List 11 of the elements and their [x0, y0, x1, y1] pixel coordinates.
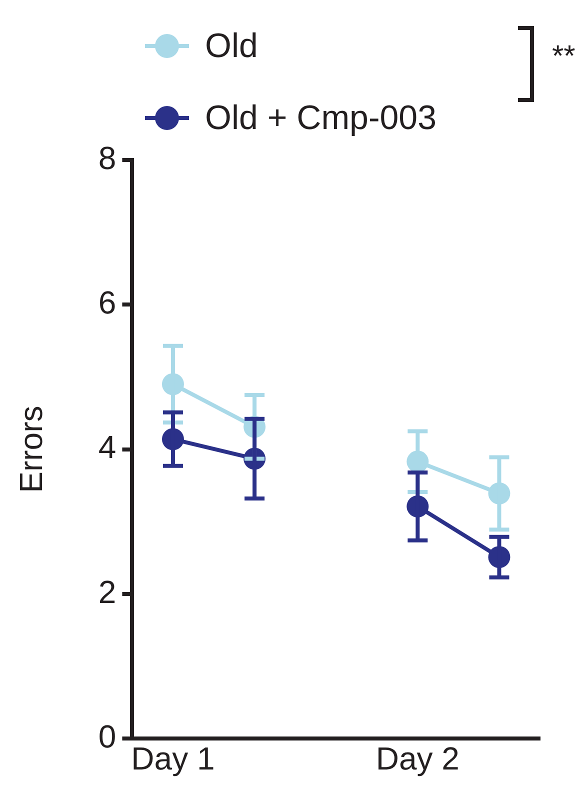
y-tick-label: 4	[98, 429, 116, 466]
y-tick-label: 6	[98, 284, 116, 320]
y-axis-title: Errors	[13, 406, 50, 493]
y-tick-label: 0	[98, 718, 116, 754]
y-tick-label: 8	[98, 140, 116, 176]
x-tick-label: Day 2	[376, 740, 460, 777]
legend-label: Old + Cmp-003	[205, 98, 436, 138]
x-tick-label: Day 1	[131, 740, 215, 777]
legend-label: Old	[205, 26, 258, 66]
y-tick-label: 2	[98, 574, 116, 610]
text: **	[552, 40, 576, 74]
